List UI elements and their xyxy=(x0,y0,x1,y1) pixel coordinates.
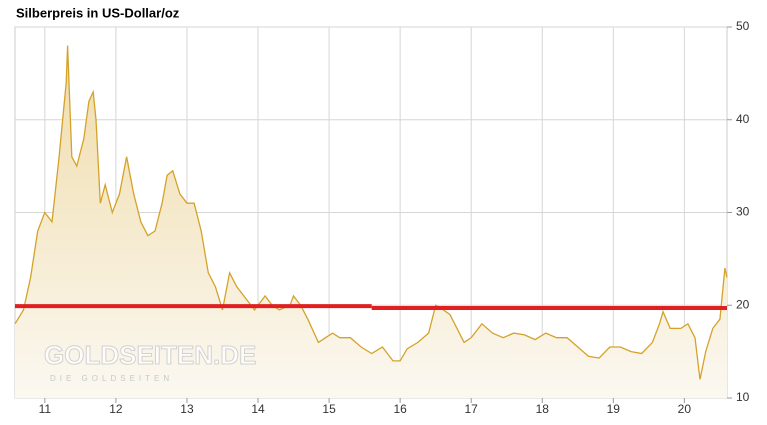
x-tick-label: 16 xyxy=(393,402,407,416)
y-tick-label: 20 xyxy=(736,297,750,311)
chart-title: Silberpreis in US-Dollar/oz xyxy=(16,5,180,20)
x-tick-label: 19 xyxy=(607,402,621,416)
price-line xyxy=(14,45,728,380)
watermark: GOLDSEITEN.DE xyxy=(44,340,256,370)
x-tick-label: 18 xyxy=(536,402,550,416)
y-tick-label: 40 xyxy=(736,112,750,126)
watermark-subtitle: DIE GOLDSEITEN xyxy=(50,374,173,383)
x-tick-label: 17 xyxy=(465,402,479,416)
area-fill xyxy=(15,45,727,398)
x-tick-label: 12 xyxy=(109,402,123,416)
x-tick-label: 20 xyxy=(678,402,692,416)
x-tick-label: 14 xyxy=(251,402,265,416)
y-tick-label: 30 xyxy=(736,205,750,219)
x-tick-label: 11 xyxy=(39,402,52,416)
x-tick-label: 13 xyxy=(180,402,194,416)
y-tick-label: 50 xyxy=(736,19,750,33)
x-tick-label: 15 xyxy=(322,402,336,416)
y-tick-label: 10 xyxy=(736,390,750,404)
